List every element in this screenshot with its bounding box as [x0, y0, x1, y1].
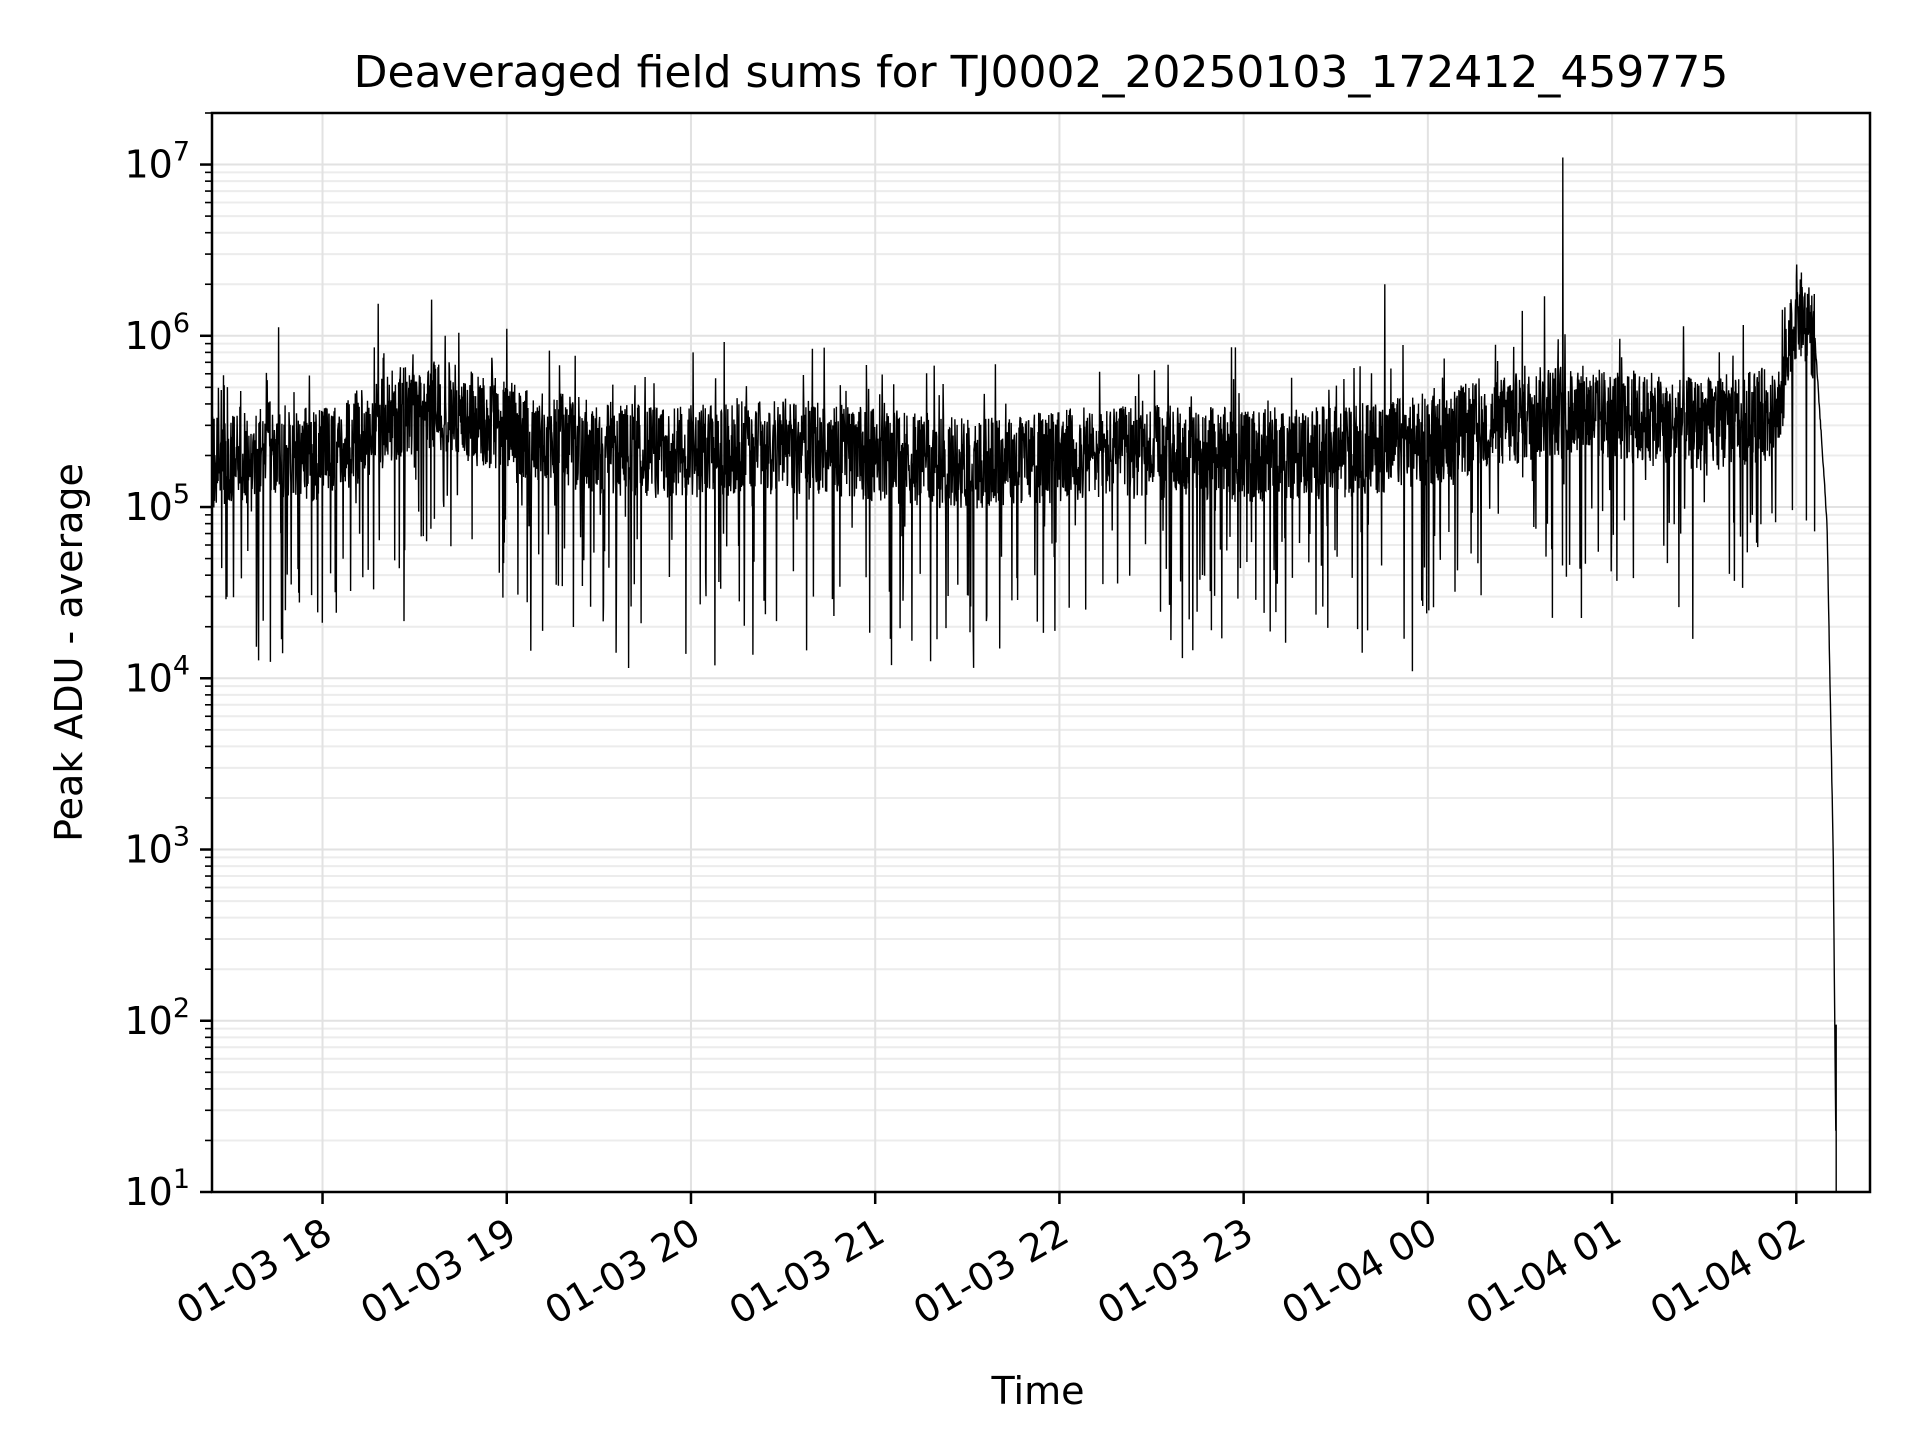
y-tick-label: 107: [124, 137, 190, 187]
y-tick-label: 101: [124, 1164, 190, 1214]
y-tick-label: 104: [124, 650, 190, 700]
y-tick-label: 102: [124, 993, 190, 1043]
y-tick-label: 105: [124, 479, 190, 529]
series-layer: [211, 157, 1837, 1193]
series-line: [211, 157, 1837, 1193]
y-tick-label: 106: [124, 308, 190, 358]
y-tick-label: 103: [124, 822, 190, 872]
tick-marks: [200, 112, 1798, 1204]
gridlines: [212, 112, 1870, 1193]
x-axis-label: Time: [991, 1369, 1085, 1413]
plot-frame: [210, 111, 1872, 1194]
y-axis-label: Peak ADU - average: [47, 463, 91, 842]
y-tick-labels: 101 102 103 104 105 106 107: [124, 137, 190, 1214]
chart-title: Deaveraged field sums for TJ0002_2025010…: [354, 47, 1729, 98]
